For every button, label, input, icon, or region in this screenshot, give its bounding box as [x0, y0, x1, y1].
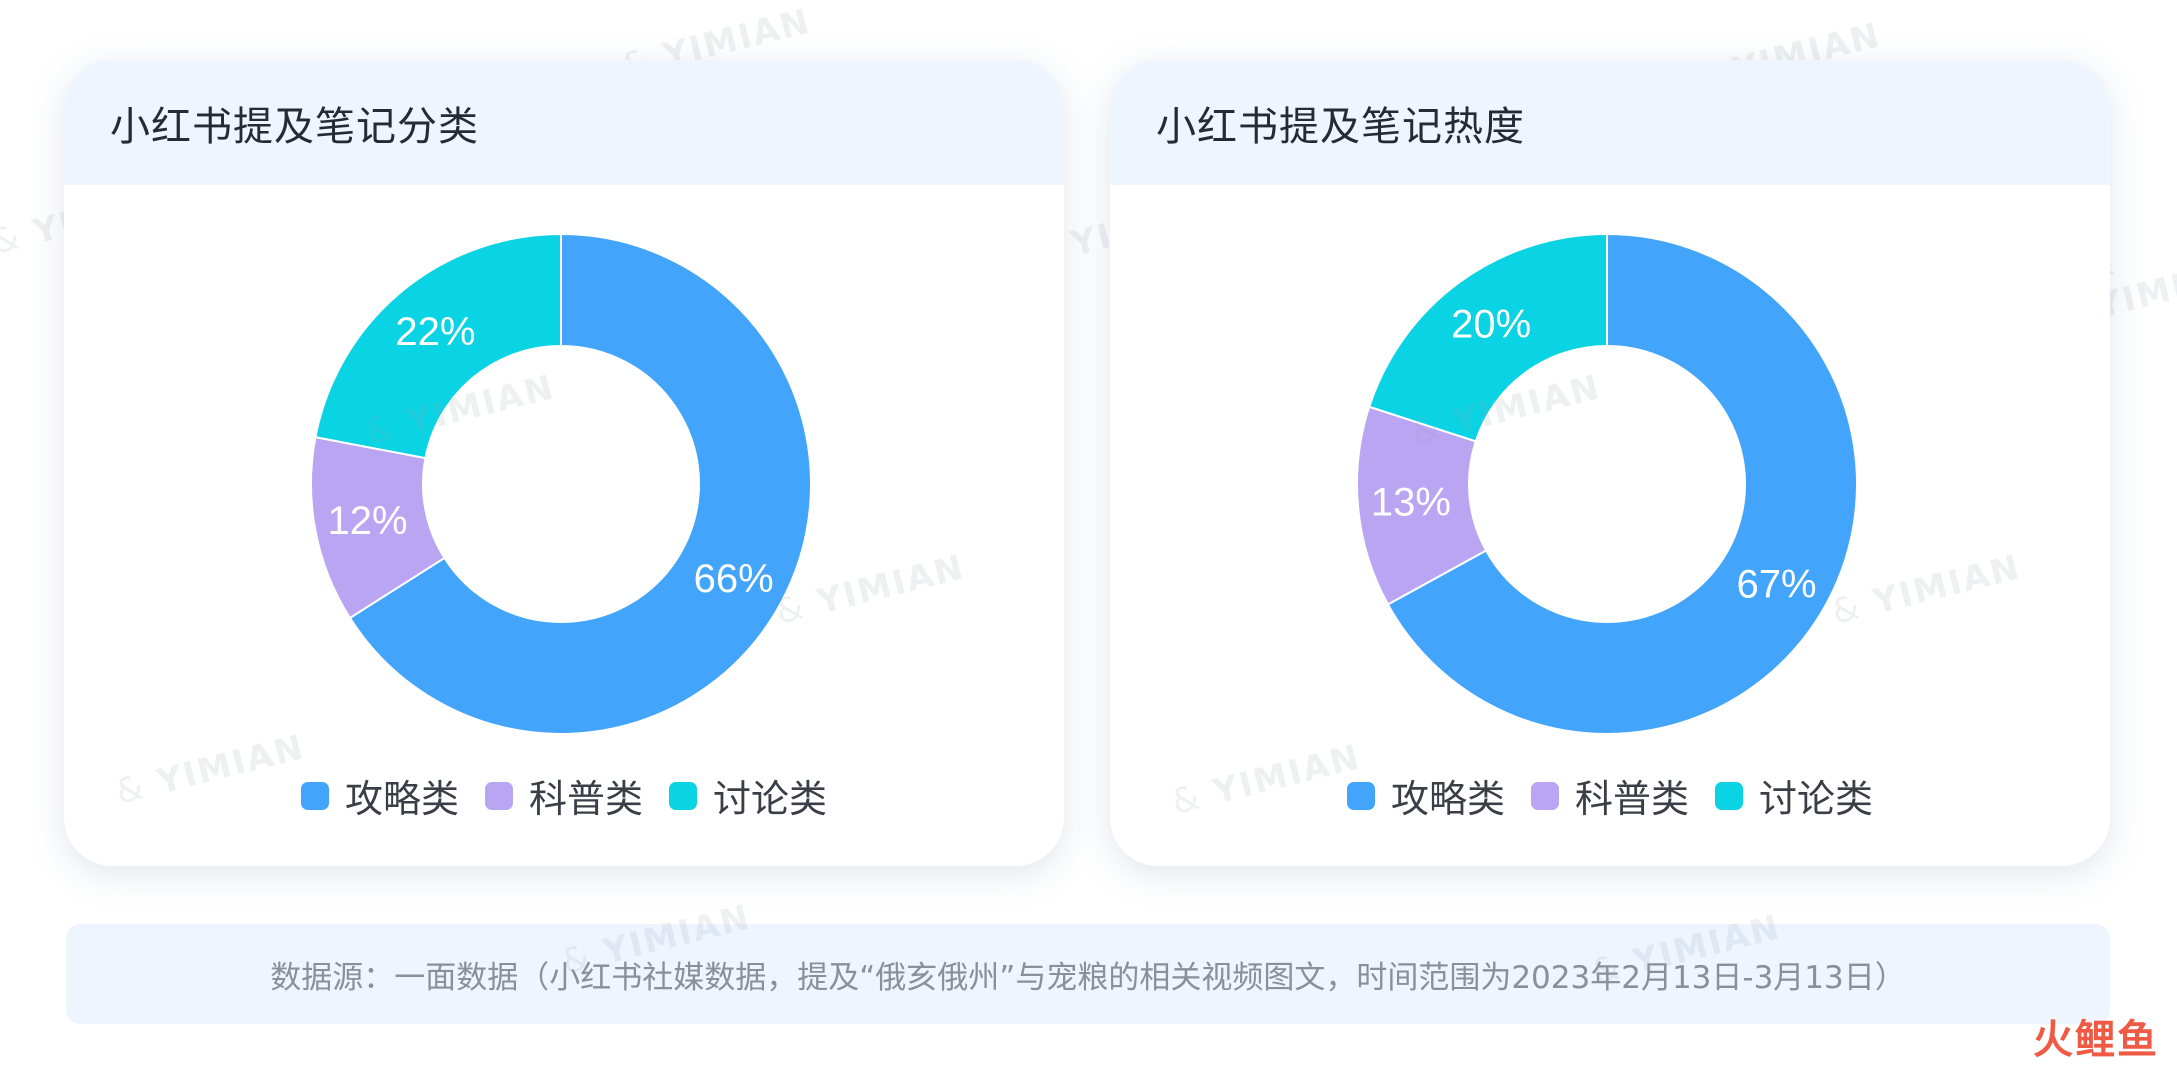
slice-value-label: 20% — [1451, 303, 1531, 347]
donut-slice — [1367, 232, 1608, 443]
card-header: 小红书提及笔记热度 — [1110, 60, 2110, 185]
slice-value-label: 67% — [1737, 562, 1817, 606]
slice-value-label: 22% — [395, 310, 475, 354]
brand-logo: 火鲤鱼 — [2033, 1017, 2159, 1063]
chart-title: 小红书提及笔记分类 — [110, 103, 479, 150]
legend-label: 讨论类 — [713, 777, 828, 821]
legend-item: 讨论类 — [1715, 768, 1873, 823]
legend-swatch — [669, 781, 697, 810]
slice-value-label: 12% — [327, 499, 407, 543]
data-source-text: 数据源：一面数据（小红书社媒数据，提及“俄亥俄州”与宠粮的相关视频图文，时间范围… — [270, 959, 1906, 996]
legend-swatch — [1715, 781, 1743, 810]
legend-swatch — [1346, 781, 1375, 810]
legend-item: 科普类 — [1530, 768, 1689, 823]
slice-value-label: 13% — [1371, 481, 1451, 525]
legend-item: 讨论类 — [669, 768, 827, 823]
legend-label: 攻略类 — [1390, 777, 1505, 821]
legend-swatch — [484, 781, 513, 810]
legend-swatch — [300, 781, 329, 810]
legend-label: 攻略类 — [344, 777, 459, 821]
donut-slice — [348, 232, 812, 735]
legend-item: 科普类 — [484, 768, 643, 823]
legend-label: 科普类 — [528, 777, 643, 821]
legend-item: 攻略类 — [1346, 768, 1505, 823]
legend-label: 讨论类 — [1759, 777, 1874, 821]
slice-value-label: 66% — [694, 557, 774, 601]
donut-slice — [1386, 232, 1858, 735]
chart-legend: 攻略类 科普类 讨论类 — [1110, 768, 2110, 823]
data-source-note: 数据源：一面数据（小红书社媒数据，提及“俄亥俄州”与宠粮的相关视频图文，时间范围… — [66, 924, 2110, 1024]
donut-chart: 67% 13% 20% — [1356, 232, 1858, 735]
donut-slice — [314, 232, 562, 460]
legend-label: 科普类 — [1574, 777, 1689, 821]
donut-chart: 66% 12% 22% — [310, 232, 812, 735]
yimian-logo-icon: & — [0, 217, 26, 263]
card-header: 小红书提及笔记分类 — [64, 60, 1064, 185]
chart-card-note-category: 小红书提及笔记分类 66%12%22% 攻略类 科普类 讨论类 & YIMIAN… — [64, 60, 1064, 866]
chart-legend: 攻略类 科普类 讨论类 — [64, 768, 1064, 823]
chart-card-note-heat: 小红书提及笔记热度 67%13%20% 攻略类 科普类 讨论类 & YIMIAN… — [1110, 60, 2110, 866]
legend-item: 攻略类 — [300, 768, 459, 823]
legend-swatch — [1530, 781, 1559, 810]
chart-title: 小红书提及笔记热度 — [1156, 103, 1525, 150]
